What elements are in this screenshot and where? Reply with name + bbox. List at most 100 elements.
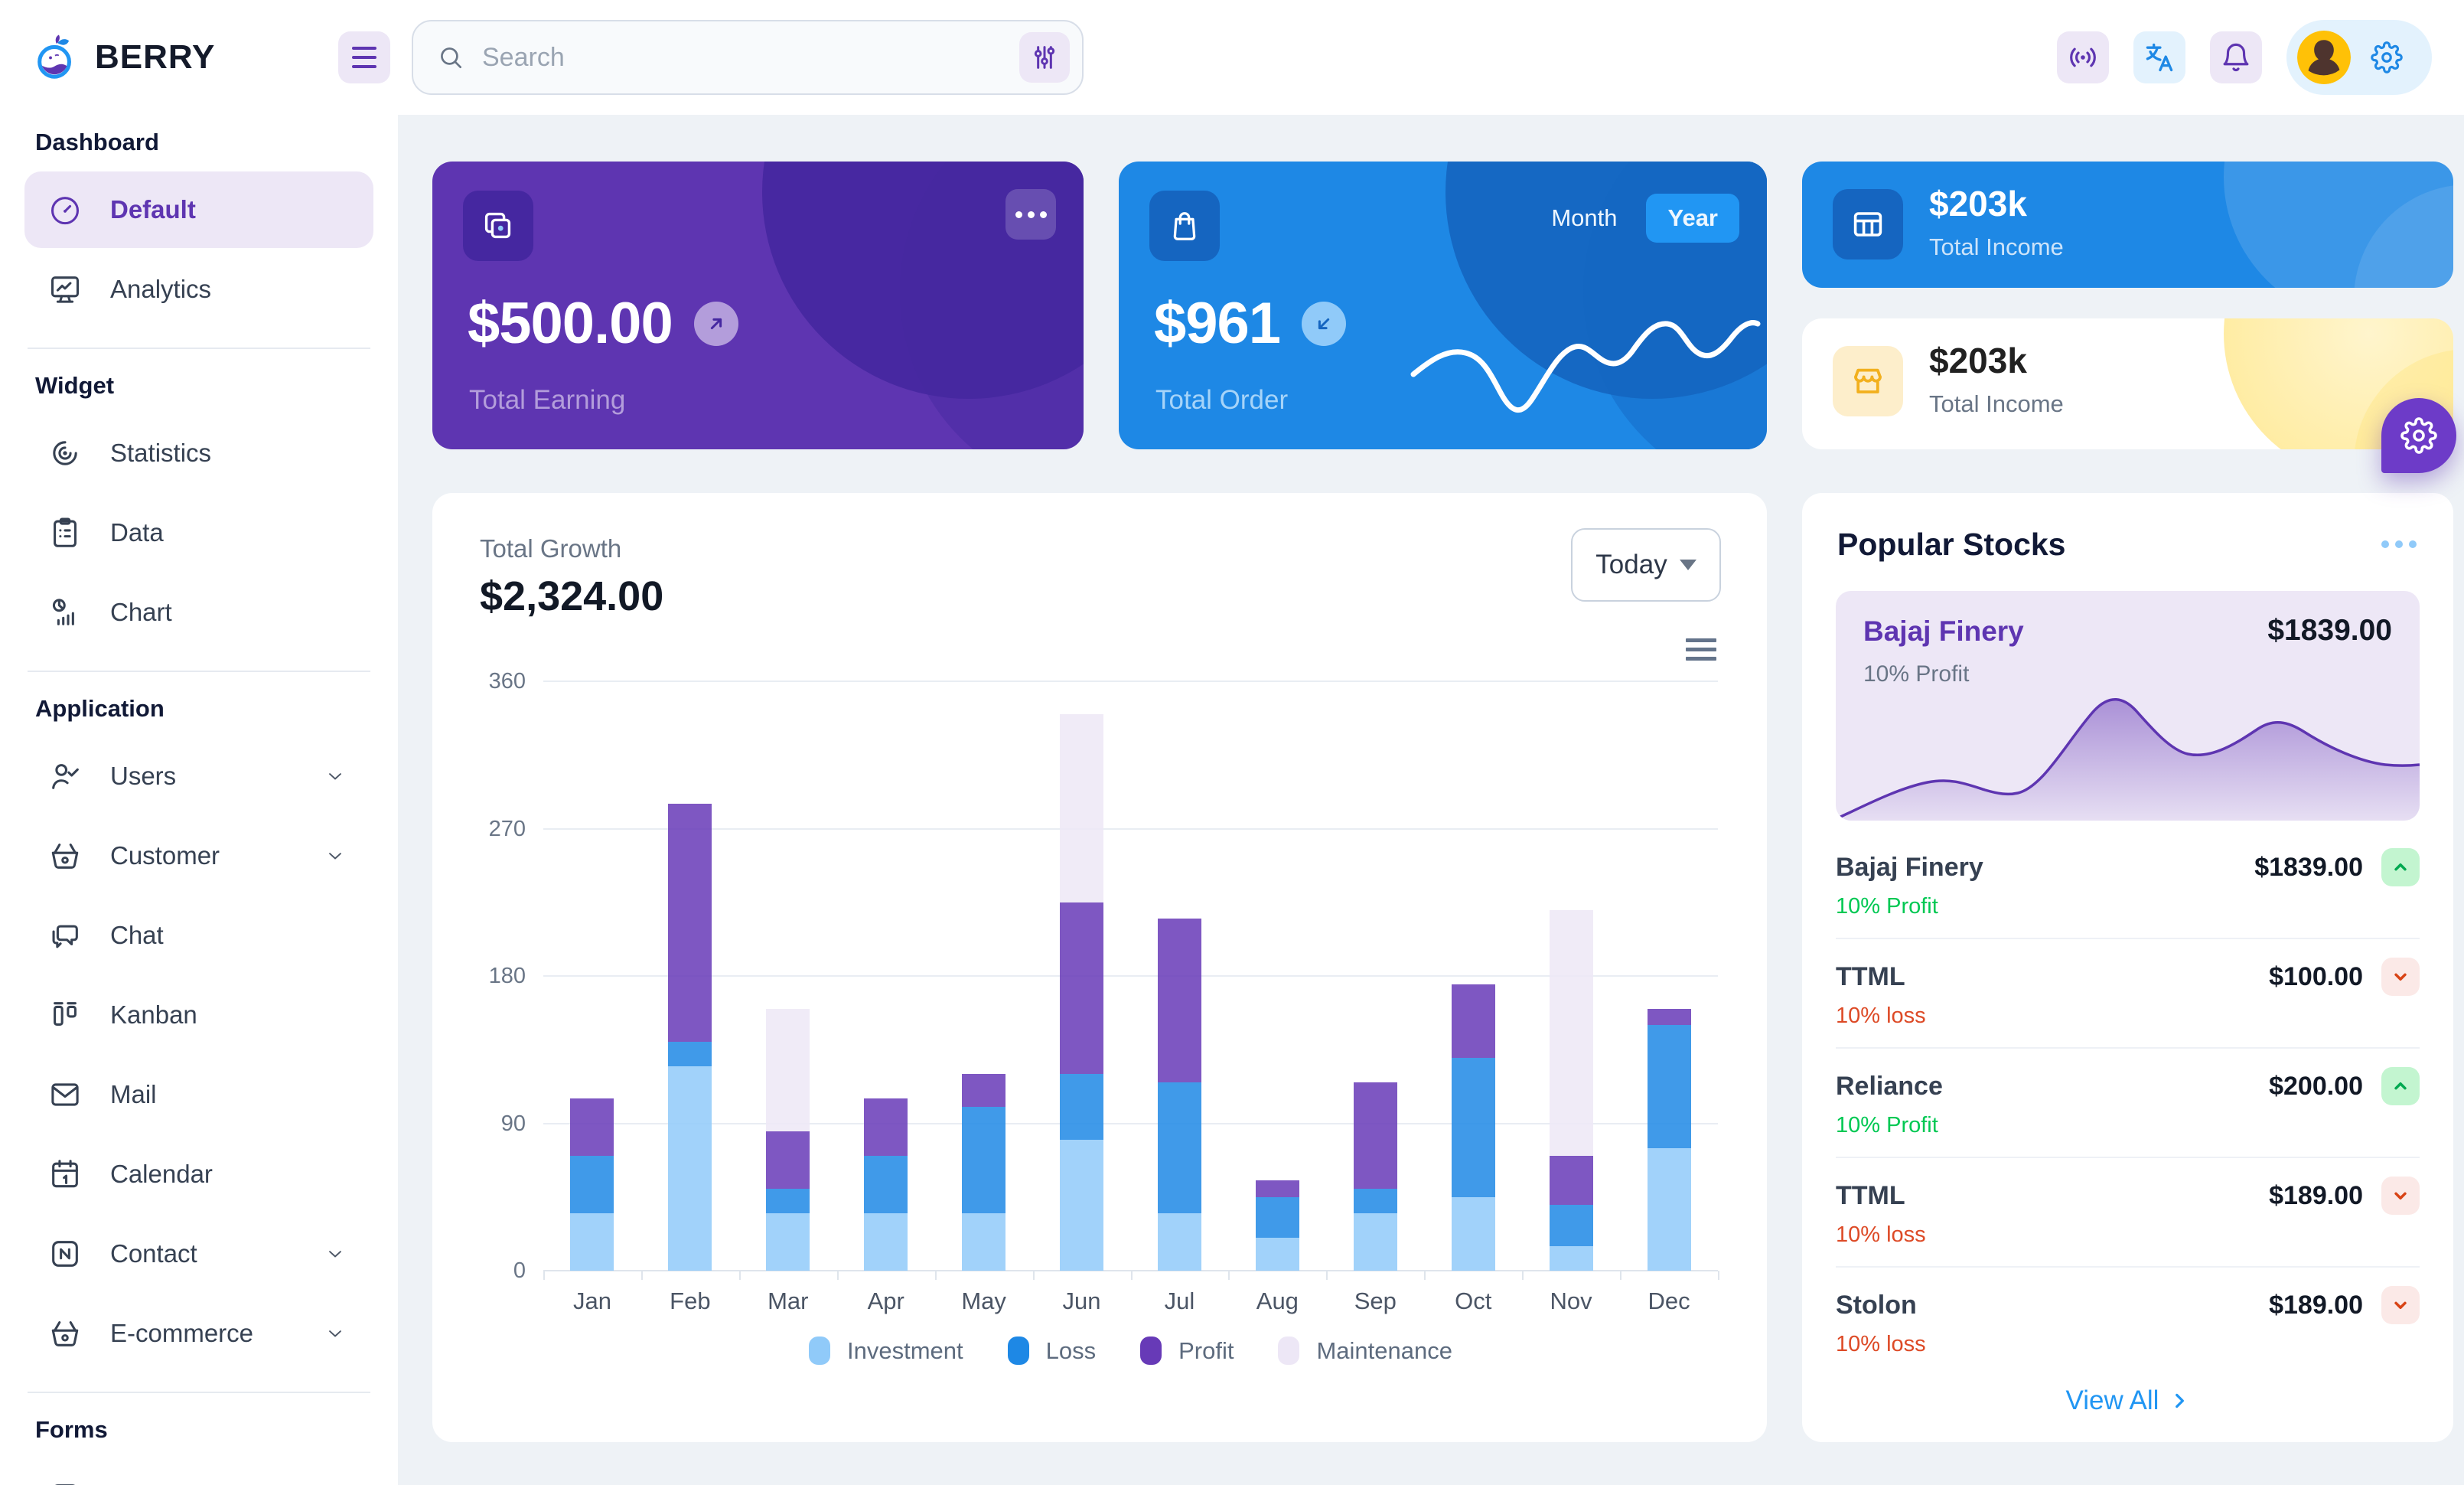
sidebar-item-customer[interactable]: Customer — [24, 818, 373, 894]
search-settings-button[interactable] — [1019, 32, 1070, 83]
bar-segment-investment — [1647, 1147, 1691, 1271]
bar-segment-loss — [1255, 1196, 1299, 1239]
pie-bars-icon — [47, 595, 83, 630]
sliders-icon — [1034, 46, 1055, 69]
profile-button[interactable] — [2286, 20, 2432, 95]
bar-segment-loss — [1647, 1025, 1691, 1148]
bar-segment-profit — [1353, 1082, 1397, 1190]
stock-row-stolon[interactable]: Stolon $189.00 10% loss — [1836, 1286, 2420, 1357]
sidebar-toggle-button[interactable] — [338, 31, 390, 83]
gridline — [543, 680, 1718, 682]
bar-segment-profit — [962, 1074, 1006, 1108]
sidebar-item-components[interactable]: Components — [24, 1459, 373, 1485]
sidebar-item-kanban[interactable]: Kanban — [24, 977, 373, 1053]
settings-gear-icon — [2371, 41, 2403, 73]
stock-change-label: 10% Profit — [1836, 1113, 1938, 1137]
income-blue-amount: $203k — [1929, 184, 2027, 224]
bar-segment-loss — [1549, 1205, 1593, 1246]
legend-marker — [809, 1336, 830, 1365]
income-light-label: Total Income — [1929, 390, 2064, 417]
berry-logo-icon — [32, 34, 80, 81]
stock-row-bajaj-finery[interactable]: Bajaj Finery $1839.00 10% Profit — [1836, 848, 2420, 919]
bar-segment-investment — [1060, 1139, 1104, 1271]
legend-item-investment[interactable]: Investment — [809, 1336, 963, 1365]
sidebar-item-mail[interactable]: Mail — [24, 1056, 373, 1133]
translate-button[interactable] — [2133, 31, 2185, 83]
sidebar-item-statistics[interactable]: Statistics — [24, 415, 373, 491]
sidebar-item-label: Default — [110, 195, 196, 224]
customize-fab-button[interactable] — [2381, 398, 2456, 473]
sidebar-divider — [28, 1392, 370, 1393]
trend-up-badge — [2381, 848, 2420, 886]
total-income-blue-card: $203k Total Income — [1802, 162, 2453, 288]
sidebar-item-contact[interactable]: Contact — [24, 1216, 373, 1292]
stock-change-label: 10% Profit — [1836, 894, 1938, 919]
stock-change-label: 10% loss — [1836, 1004, 1926, 1028]
sidebar-item-chat[interactable]: Chat — [24, 897, 373, 974]
featured-stock-name: Bajaj Finery — [1863, 615, 2024, 647]
featured-stock-card: Bajaj Finery $1839.00 10% Profit — [1836, 591, 2420, 821]
broadcast-button[interactable] — [2057, 31, 2109, 83]
chat-bubbles-icon — [47, 918, 83, 953]
legend-item-profit[interactable]: Profit — [1140, 1336, 1234, 1365]
sidebar-divider — [28, 671, 370, 672]
sidebar-item-e-commerce[interactable]: E-commerce — [24, 1295, 373, 1372]
x-axis-label: Jul — [1164, 1288, 1195, 1314]
legend-marker — [1140, 1336, 1162, 1365]
x-axis-label: Sep — [1354, 1288, 1397, 1314]
stock-row-ttml[interactable]: TTML $100.00 10% loss — [1836, 958, 2420, 1029]
x-axis-tick — [1620, 1271, 1622, 1280]
view-all-button[interactable]: View All — [1802, 1385, 2453, 1416]
y-axis-tick-label: 270 — [488, 816, 526, 841]
view-all-label: View All — [2065, 1385, 2159, 1415]
period-select[interactable]: Today — [1571, 528, 1721, 602]
chart-menu-icon[interactable] — [1686, 638, 1716, 661]
sidebar-item-analytics[interactable]: Analytics — [24, 251, 373, 328]
search-input[interactable] — [482, 42, 1019, 73]
total-order-label: Total Order — [1155, 385, 1289, 415]
stocks-more-menu-button[interactable] — [2381, 540, 2417, 548]
bar-segment-profit — [1157, 919, 1201, 1082]
bar-segment-investment — [962, 1213, 1006, 1271]
search-icon — [436, 43, 465, 72]
earning-more-menu-button[interactable] — [1005, 189, 1056, 240]
sidebar-item-chart[interactable]: Chart — [24, 574, 373, 651]
sidebar-item-users[interactable]: Users — [24, 738, 373, 814]
month-toggle-button[interactable]: Month — [1551, 204, 1618, 231]
x-axis-tick — [1522, 1271, 1524, 1280]
trend-down-badge — [2381, 1286, 2420, 1324]
sidebar-item-label: Chat — [110, 921, 164, 949]
year-toggle-button[interactable]: Year — [1646, 194, 1739, 243]
chevron-down-icon — [324, 1243, 346, 1265]
stock-list: Bajaj Finery $1839.00 10% Profit TTML $100.0… — [1836, 848, 2420, 1357]
stock-row-reliance[interactable]: Reliance $200.00 10% Profit — [1836, 1067, 2420, 1138]
bar-segment-investment — [766, 1213, 810, 1271]
bell-icon — [2223, 43, 2249, 72]
sidebar-item-label: Data — [110, 518, 164, 547]
sidebar-item-default[interactable]: Default — [24, 171, 373, 248]
stock-name: TTML — [1836, 961, 1905, 991]
total-earning-label: Total Earning — [469, 385, 626, 415]
total-order-amount: $961 — [1154, 291, 1281, 356]
x-axis-label: Dec — [1648, 1288, 1690, 1314]
gauge-icon — [47, 192, 83, 227]
x-axis-tick — [934, 1271, 937, 1280]
legend-item-maintenance[interactable]: Maintenance — [1278, 1336, 1452, 1365]
x-axis-tick — [640, 1271, 643, 1280]
gridline — [543, 1122, 1718, 1124]
list-divider — [1836, 1266, 2420, 1268]
legend-item-loss[interactable]: Loss — [1007, 1336, 1096, 1365]
stock-row-ttml[interactable]: TTML $189.00 10% loss — [1836, 1177, 2420, 1248]
caret-down-icon — [1679, 560, 1696, 570]
total-earning-card: $500.00 Total Earning — [432, 162, 1084, 449]
bar-segment-investment — [668, 1066, 712, 1271]
featured-stock-sub: 10% Profit — [1863, 661, 1970, 687]
user-check-icon — [47, 759, 83, 794]
sidebar-item-label: E-commerce — [110, 1319, 254, 1347]
sidebar-item-data[interactable]: Data — [24, 494, 373, 571]
total-order-card: Month Year $961 Total Order — [1119, 162, 1767, 449]
notifications-button[interactable] — [2210, 31, 2262, 83]
monitor-chart-icon — [47, 272, 83, 307]
order-sparkline — [1410, 320, 1761, 413]
sidebar-item-calendar[interactable]: Calendar — [24, 1136, 373, 1212]
